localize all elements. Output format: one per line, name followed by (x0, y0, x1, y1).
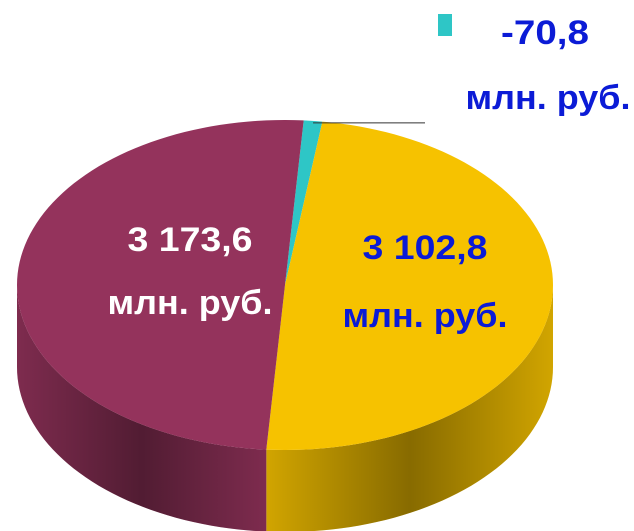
unit-label: млн. руб. (343, 297, 508, 335)
unit-label: млн. руб. (108, 284, 273, 322)
value-label: -70,8 (501, 14, 589, 52)
value-label: 3 102,8 (363, 229, 488, 267)
unit-label: млн. руб. (466, 79, 631, 117)
slice (266, 121, 553, 451)
slice-side-shade (17, 285, 267, 531)
legend-swatch (438, 14, 452, 36)
value-label: 3 173,6 (128, 221, 253, 259)
slice (17, 120, 304, 450)
slice (285, 120, 323, 285)
slice-side-shade (266, 285, 553, 531)
